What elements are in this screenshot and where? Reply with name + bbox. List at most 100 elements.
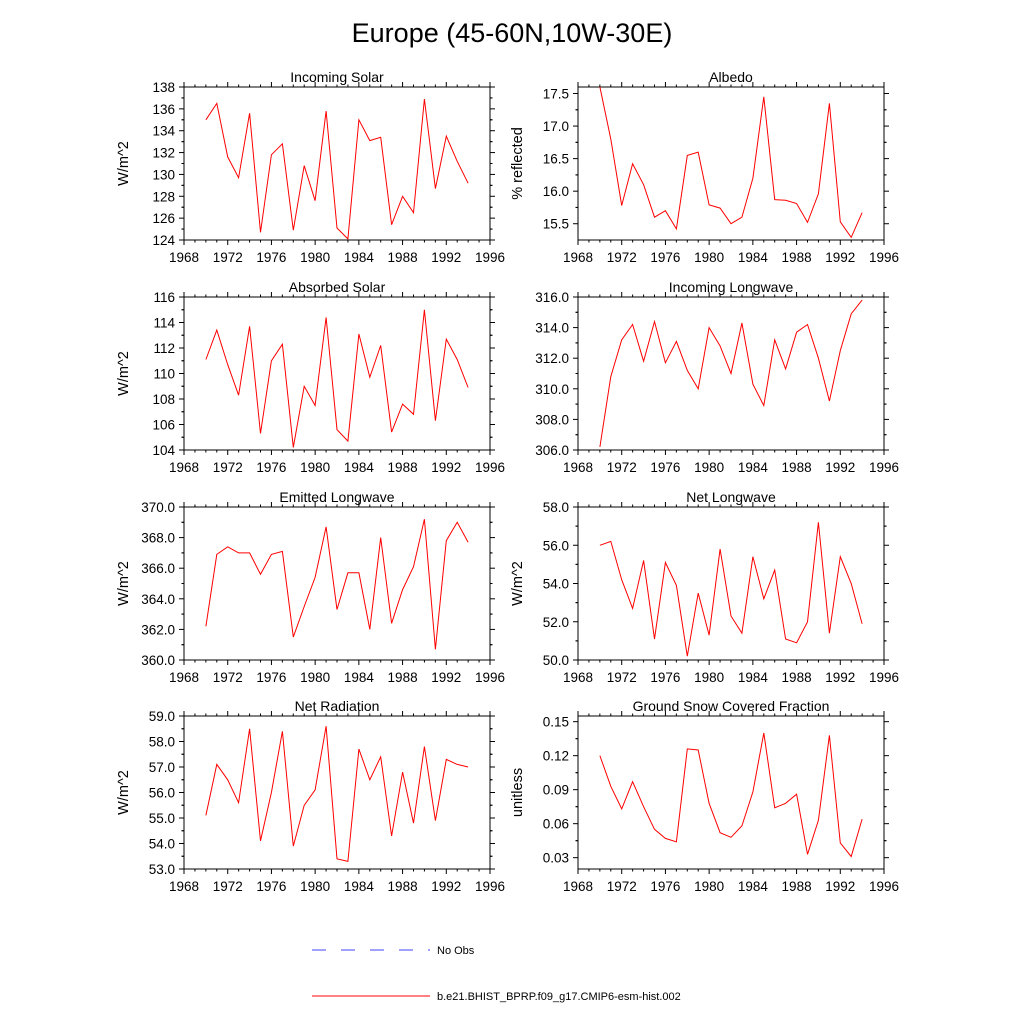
- x-tick-label: 1988: [782, 670, 812, 685]
- panels-group: Incoming Solar 1968 1972 1976 1980 1984 1988 19…: [116, 69, 899, 894]
- y-tick-label: 136: [152, 102, 175, 117]
- figure-title: Europe (45-60N,10W-30E): [352, 18, 673, 48]
- y-tick-label: 108: [152, 392, 175, 407]
- panel-title-ground-snow-covered-fraction: Ground Snow Covered Fraction: [633, 698, 830, 714]
- x-tick-label: 1992: [431, 879, 461, 894]
- y-tick-label: 306.0: [535, 443, 569, 458]
- x-tick-label: 1976: [650, 670, 680, 685]
- x-tick-label: 1980: [694, 670, 724, 685]
- y-tick-label: 360.0: [141, 653, 175, 668]
- x-tick-label: 1980: [300, 460, 330, 475]
- y-tick-label: 316.0: [535, 290, 569, 305]
- y-tick-label: 59.0: [149, 709, 175, 724]
- y-tick-label: 310.0: [535, 382, 569, 397]
- y-tick-label: 58.0: [543, 500, 569, 515]
- x-tick-label: 1972: [213, 879, 243, 894]
- x-tick-label: 1980: [694, 250, 724, 265]
- x-tick-label: 1972: [213, 250, 243, 265]
- x-tick-label: 1972: [607, 250, 637, 265]
- plot-frame: [183, 86, 491, 241]
- x-tick-label: 1968: [169, 460, 199, 475]
- y-tick-label: 364.0: [141, 592, 175, 607]
- y-tick-label: 112: [153, 341, 175, 356]
- y-tick-label: 16.5: [543, 152, 569, 167]
- y-tick-label: 54.0: [543, 577, 569, 592]
- y-tick-label: 54.0: [149, 837, 175, 852]
- plot-frame: [577, 715, 885, 870]
- y-tick-label: 124: [152, 233, 175, 248]
- y-tick-label: 52.0: [543, 615, 569, 630]
- x-tick-label: 1996: [869, 460, 899, 475]
- x-tick-label: 1988: [388, 460, 418, 475]
- y-tick-label: 16.0: [543, 184, 569, 199]
- y-tick-label: 362.0: [141, 622, 175, 637]
- y-tick-label: 130: [152, 167, 175, 182]
- y-axis-label: W/m^2: [116, 770, 132, 815]
- y-tick-label: 132: [152, 146, 175, 161]
- x-tick-label: 1976: [650, 250, 680, 265]
- y-tick-label: 366.0: [141, 561, 175, 576]
- y-tick-label: 308.0: [535, 412, 569, 427]
- y-tick-label: 56.0: [543, 538, 569, 553]
- x-tick-label: 1988: [388, 670, 418, 685]
- x-tick-label: 1968: [169, 250, 199, 265]
- panel-title-absorbed-solar: Absorbed Solar: [289, 279, 386, 295]
- x-tick-label: 1976: [650, 460, 680, 475]
- y-tick-label: 50.0: [543, 653, 569, 668]
- series-line-absorbed-solar: [205, 309, 469, 448]
- x-tick-label: 1992: [431, 250, 461, 265]
- y-tick-label: 0.12: [543, 749, 569, 764]
- x-tick-label: 1992: [431, 460, 461, 475]
- y-tick-label: 57.0: [149, 760, 175, 775]
- x-tick-label: 1988: [782, 250, 812, 265]
- panel-ground-snow-covered-fraction: Ground Snow Covered Fraction 1968 1972 1976…: [510, 698, 899, 894]
- y-tick-label: 314.0: [535, 321, 569, 336]
- plot-frame: [577, 86, 885, 241]
- x-tick-label: 1988: [388, 250, 418, 265]
- x-tick-label: 1980: [300, 879, 330, 894]
- y-tick-label: 104: [152, 443, 175, 458]
- x-tick-label: 1996: [869, 670, 899, 685]
- x-tick-label: 1976: [650, 879, 680, 894]
- x-tick-label: 1968: [169, 670, 199, 685]
- y-tick-label: 110: [153, 367, 175, 382]
- y-tick-label: 312.0: [535, 351, 569, 366]
- legend-label-no-obs: No Obs: [437, 945, 475, 957]
- y-tick-label: 0.03: [543, 851, 569, 866]
- panel-title-incoming-solar: Incoming Solar: [290, 69, 384, 85]
- x-tick-label: 1972: [607, 879, 637, 894]
- y-tick-label: 58.0: [149, 735, 175, 750]
- x-tick-label: 1996: [475, 879, 505, 894]
- y-tick-label: 370.0: [141, 500, 175, 515]
- y-axis-label: W/m^2: [510, 561, 526, 606]
- x-tick-label: 1996: [475, 250, 505, 265]
- x-tick-label: 1976: [256, 670, 286, 685]
- panel-incoming-longwave: Incoming Longwave 1968 1972 1976 1980 1984 198…: [535, 279, 899, 475]
- legend-label-model: b.e21.BHIST_BPRP.f09_g17.CMIP6-esm-hist.…: [437, 991, 681, 1003]
- x-tick-label: 1996: [869, 879, 899, 894]
- series-line-net-longwave: [599, 522, 863, 657]
- panel-title-incoming-longwave: Incoming Longwave: [669, 279, 794, 295]
- y-tick-label: 0.15: [543, 715, 569, 730]
- x-tick-label: 1988: [388, 879, 418, 894]
- x-tick-label: 1996: [869, 250, 899, 265]
- x-tick-label: 1984: [344, 879, 375, 894]
- x-tick-label: 1996: [475, 670, 505, 685]
- x-tick-label: 1996: [475, 460, 505, 475]
- y-axis-label: W/m^2: [116, 561, 132, 606]
- x-tick-label: 1992: [825, 670, 855, 685]
- x-tick-label: 1976: [256, 250, 286, 265]
- y-axis-label: unitless: [510, 768, 526, 817]
- x-tick-label: 1968: [563, 460, 593, 475]
- panel-title-net-longwave: Net Longwave: [686, 489, 776, 505]
- y-tick-label: 53.0: [149, 862, 175, 877]
- x-tick-label: 1984: [344, 250, 375, 265]
- y-tick-label: 114: [153, 316, 175, 331]
- x-tick-label: 1992: [431, 670, 461, 685]
- series-line-emitted-longwave: [205, 519, 469, 650]
- y-tick-label: 106: [152, 418, 175, 433]
- x-tick-label: 1980: [694, 879, 724, 894]
- y-axis-label: W/m^2: [116, 141, 132, 186]
- panel-title-emitted-longwave: Emitted Longwave: [279, 489, 394, 505]
- x-tick-label: 1984: [738, 250, 769, 265]
